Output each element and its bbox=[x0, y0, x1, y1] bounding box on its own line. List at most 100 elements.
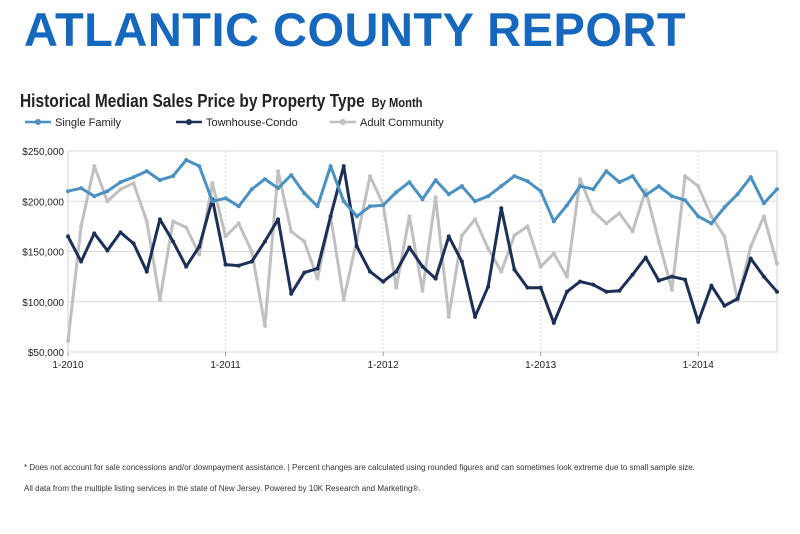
legend-item: Adult Community bbox=[330, 117, 444, 129]
legend-item: Single Family bbox=[25, 117, 122, 129]
data-point bbox=[394, 269, 399, 274]
legend-label: Townhouse-Condo bbox=[206, 117, 298, 129]
data-point bbox=[302, 270, 307, 275]
data-point bbox=[394, 190, 399, 195]
data-point bbox=[276, 186, 281, 191]
data-point bbox=[696, 184, 701, 189]
axes: $50,000 $100,000 $150,000 $200,000 $250,000 1… bbox=[22, 147, 714, 371]
data-point bbox=[341, 164, 346, 169]
data-point bbox=[223, 262, 228, 267]
data-point bbox=[66, 234, 70, 239]
data-point bbox=[486, 194, 491, 199]
data-point bbox=[617, 180, 622, 185]
legend-marker bbox=[186, 119, 192, 125]
footnote-disclaimer: * Does not account for sale concessions … bbox=[24, 463, 695, 472]
data-point bbox=[223, 196, 228, 201]
data-point bbox=[197, 244, 202, 249]
data-point bbox=[578, 184, 583, 189]
data-point bbox=[249, 249, 254, 254]
data-point bbox=[131, 181, 136, 186]
data-point bbox=[157, 297, 162, 302]
data-point bbox=[289, 229, 294, 234]
footnote-source: All data from the multiple listing servi… bbox=[24, 484, 421, 493]
data-point bbox=[617, 211, 622, 216]
data-point bbox=[761, 214, 766, 219]
data-point bbox=[394, 285, 399, 290]
data-point bbox=[459, 259, 464, 264]
data-point bbox=[105, 248, 110, 253]
data-point bbox=[643, 193, 648, 198]
data-point bbox=[459, 233, 464, 238]
data-point bbox=[722, 303, 727, 308]
series-lines bbox=[66, 158, 779, 343]
data-point bbox=[643, 255, 648, 260]
data-point bbox=[604, 169, 609, 174]
data-point bbox=[262, 323, 267, 328]
legend-label: Adult Community bbox=[360, 117, 444, 129]
data-point bbox=[709, 214, 714, 219]
data-point bbox=[512, 267, 517, 272]
data-point bbox=[420, 288, 425, 293]
data-point bbox=[591, 187, 596, 192]
data-point bbox=[367, 174, 372, 179]
legend-label: Single Family bbox=[55, 117, 122, 129]
data-point bbox=[131, 175, 136, 180]
y-tick-label: $150,000 bbox=[22, 248, 64, 259]
data-point bbox=[538, 285, 543, 290]
data-point bbox=[184, 225, 189, 230]
data-point bbox=[407, 245, 412, 250]
data-point bbox=[79, 224, 84, 229]
data-point bbox=[79, 186, 84, 191]
data-point bbox=[735, 296, 740, 301]
data-point bbox=[564, 289, 569, 294]
data-point bbox=[315, 266, 320, 271]
data-point bbox=[367, 204, 372, 209]
data-point bbox=[683, 277, 688, 282]
y-tick-label: $250,000 bbox=[22, 147, 64, 158]
data-point bbox=[604, 289, 609, 294]
data-point bbox=[249, 259, 254, 264]
y-tick-label: $100,000 bbox=[22, 298, 64, 309]
data-point bbox=[92, 194, 97, 199]
data-point bbox=[473, 314, 478, 319]
data-point bbox=[223, 234, 228, 239]
data-point bbox=[328, 214, 333, 219]
data-point bbox=[578, 177, 583, 182]
data-point bbox=[709, 221, 714, 226]
data-point bbox=[381, 279, 386, 284]
data-point bbox=[512, 174, 517, 179]
data-point bbox=[775, 187, 779, 192]
data-point bbox=[197, 164, 202, 169]
data-point bbox=[315, 276, 320, 281]
data-point bbox=[499, 206, 504, 211]
data-point bbox=[656, 278, 661, 283]
x-tick-label: 1-2011 bbox=[210, 360, 241, 371]
data-point bbox=[184, 158, 189, 163]
data-point bbox=[407, 214, 412, 219]
data-point bbox=[669, 274, 674, 279]
y-tick-label: $200,000 bbox=[22, 197, 64, 208]
data-point bbox=[459, 184, 464, 189]
legend-item: Townhouse-Condo bbox=[176, 117, 298, 129]
data-point bbox=[525, 285, 530, 290]
series-line bbox=[66, 164, 779, 342]
data-point bbox=[669, 194, 674, 199]
data-point bbox=[105, 189, 110, 194]
data-point bbox=[578, 279, 583, 284]
data-point bbox=[604, 221, 609, 226]
data-point bbox=[276, 169, 281, 174]
data-point bbox=[236, 204, 241, 209]
data-point bbox=[446, 192, 451, 197]
x-tick-label: 1-2013 bbox=[525, 360, 557, 371]
data-point bbox=[696, 319, 701, 324]
data-point bbox=[525, 179, 530, 184]
data-point bbox=[157, 217, 162, 222]
legend-marker bbox=[340, 119, 346, 125]
data-point bbox=[748, 256, 753, 261]
data-point bbox=[92, 231, 97, 236]
data-point bbox=[66, 338, 70, 343]
data-point bbox=[66, 189, 70, 194]
report-title: ATLANTIC COUNTY REPORT bbox=[24, 3, 687, 56]
data-point bbox=[354, 244, 359, 249]
legend: Single Family Townhouse-Condo Adult Commun… bbox=[25, 117, 444, 129]
